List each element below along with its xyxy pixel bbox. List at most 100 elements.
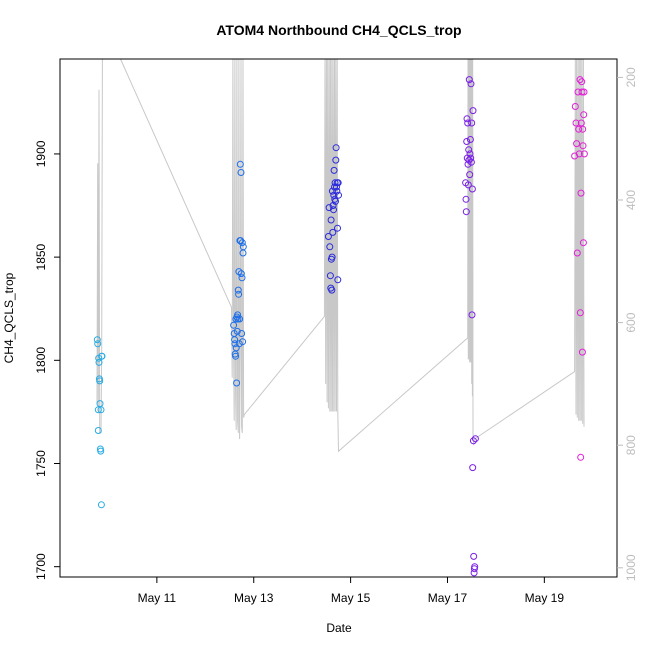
data-point-series-5 <box>579 142 587 150</box>
data-point-series-1 <box>97 406 105 414</box>
data-point-series-4 <box>467 158 475 166</box>
secondary-series-line <box>96 58 585 453</box>
data-point-series-2 <box>232 352 240 360</box>
data-point-series-1 <box>94 340 102 348</box>
data-point-series-2 <box>234 311 242 319</box>
x-tick-label: May 15 <box>331 591 371 605</box>
data-point-series-2 <box>239 243 247 251</box>
data-point-series-2 <box>230 321 238 329</box>
data-point-series-5 <box>577 453 585 461</box>
data-point-series-4 <box>462 208 470 216</box>
x-tick-label: May 13 <box>234 591 274 605</box>
data-point-series-1 <box>94 427 102 434</box>
data-point-series-3 <box>335 191 342 199</box>
data-point-series-2 <box>237 237 245 245</box>
data-point-series-3 <box>332 197 339 205</box>
x-tick-label: May 11 <box>138 591 177 605</box>
data-point-series-4 <box>466 150 474 158</box>
data-point-series-5 <box>577 189 585 197</box>
data-point-series-4 <box>469 437 477 445</box>
data-point-series-2 <box>237 270 245 278</box>
data-point-series-2 <box>239 338 247 346</box>
data-point-series-2 <box>233 327 241 335</box>
data-point-series-4 <box>462 195 470 203</box>
data-point-series-3 <box>324 233 332 240</box>
data-point-series-3 <box>334 224 341 232</box>
data-point-series-5 <box>578 348 586 356</box>
data-point-series-5 <box>580 88 588 96</box>
data-point-series-3 <box>330 166 338 174</box>
y-tick-label: 1900 <box>34 140 48 167</box>
y2-tick-label: 400 <box>624 190 638 210</box>
x-axis-label: Date <box>326 621 352 635</box>
data-point-series-2 <box>238 274 246 282</box>
data-point-series-2 <box>236 160 244 168</box>
data-point-series-1 <box>98 352 106 360</box>
data-point-series-5 <box>580 150 588 158</box>
data-point-series-4 <box>463 138 471 145</box>
data-point-series-2 <box>235 290 243 298</box>
data-point-series-5 <box>571 103 579 110</box>
data-point-series-2 <box>238 239 246 247</box>
data-point-series-1 <box>94 406 102 414</box>
secondary-line-layer <box>96 58 585 453</box>
data-point-series-1 <box>93 336 101 344</box>
data-point-series-3 <box>334 276 342 284</box>
data-point-series-4 <box>464 119 472 127</box>
y2-tick-label: 1000 <box>624 554 638 581</box>
data-point-series-2 <box>236 315 244 323</box>
data-point-series-4 <box>463 115 471 123</box>
data-point-series-5 <box>579 239 587 247</box>
data-point-series-4 <box>465 146 473 154</box>
secondary-y-axis: 200 400 600 800 1000 <box>617 67 638 581</box>
chart-title: ATOM4 Northbound CH4_QCLS_trop <box>216 22 461 38</box>
data-point-series-3 <box>326 272 334 280</box>
data-point-series-5 <box>572 119 580 127</box>
data-point-series-4 <box>471 435 479 443</box>
data-point-series-3 <box>329 228 337 236</box>
data-point-series-4 <box>467 80 475 88</box>
data-point-series-2 <box>234 286 242 294</box>
data-point-series-1 <box>97 447 105 455</box>
data-point-series-2 <box>231 336 239 344</box>
y2-tick-label: 200 <box>624 67 638 87</box>
data-point-series-5 <box>573 140 581 148</box>
data-point-series-4 <box>470 552 478 560</box>
data-point-series-3 <box>333 187 341 195</box>
data-point-series-5 <box>579 125 587 133</box>
x-axis: May 11 May 13 May 15 May 17 May 19 <box>138 577 565 605</box>
y-tick-label: 1700 <box>34 553 48 580</box>
data-point-series-2 <box>233 379 241 387</box>
data-point-series-4 <box>464 160 472 168</box>
data-point-series-5 <box>576 76 584 84</box>
data-point-series-5 <box>575 125 583 133</box>
data-point-series-4 <box>466 136 474 143</box>
y-axis: 1700 1750 1800 1850 1900 <box>34 140 60 580</box>
data-point-series-2 <box>231 340 239 348</box>
data-point-series-3 <box>333 183 340 191</box>
data-point-series-1 <box>95 358 103 366</box>
x-tick-label: May 17 <box>428 591 468 605</box>
data-point-series-4 <box>466 171 474 179</box>
data-point-series-4 <box>464 181 472 189</box>
data-point-series-4 <box>469 107 477 115</box>
data-point-series-5 <box>578 88 586 96</box>
data-point-series-4 <box>465 76 473 84</box>
data-point-series-3 <box>327 216 335 224</box>
y-tick-label: 1850 <box>34 243 48 270</box>
data-point-series-3 <box>325 204 333 212</box>
data-point-series-3 <box>330 206 337 214</box>
data-point-series-5 <box>575 150 583 158</box>
y-axis-label: CH4_QCLS_trop <box>2 272 16 363</box>
data-point-series-4 <box>471 563 479 571</box>
y-tick-label: 1750 <box>34 450 48 477</box>
data-point-series-5 <box>578 78 586 86</box>
data-point-series-3 <box>332 144 340 152</box>
plot-frame <box>59 58 618 578</box>
data-point-series-3 <box>326 243 334 251</box>
data-point-series-4 <box>467 154 475 162</box>
data-point-series-3 <box>331 179 339 187</box>
y2-tick-label: 600 <box>624 312 638 332</box>
x-tick-label: May 19 <box>525 591 565 605</box>
